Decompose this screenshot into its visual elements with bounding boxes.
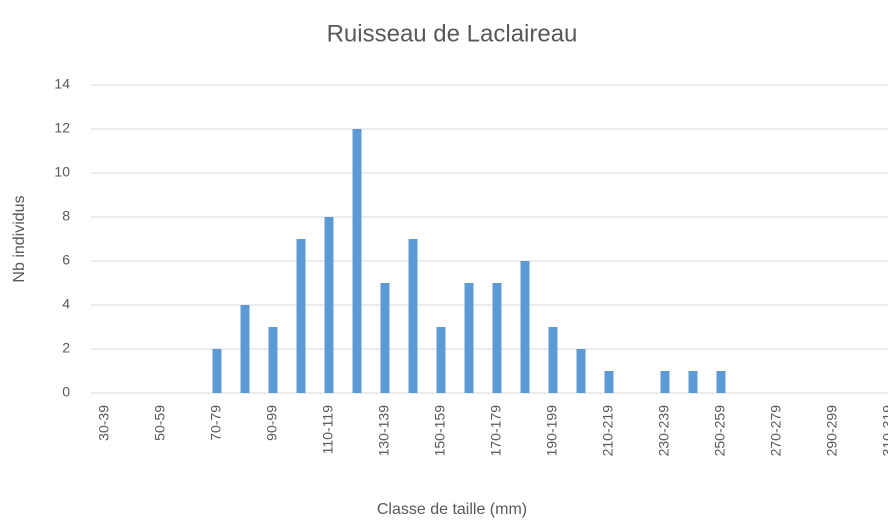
x-tick-label: 150-159 — [432, 405, 448, 457]
x-tick-label: 130-139 — [376, 405, 392, 457]
x-tick-label: 70-79 — [208, 405, 224, 441]
y-tick-label: 4 — [62, 296, 70, 312]
x-tick-label: 190-199 — [544, 405, 560, 457]
bar — [296, 239, 306, 393]
bar — [604, 371, 614, 393]
bar — [716, 371, 726, 393]
bar — [576, 349, 586, 393]
x-tick-label: 250-259 — [712, 405, 728, 457]
x-axis-label: Classe de taille (mm) — [377, 501, 527, 518]
x-tick-label: 210-219 — [600, 405, 616, 457]
bar — [492, 283, 502, 393]
y-tick-label: 8 — [62, 208, 70, 224]
y-tick-label: 12 — [54, 120, 70, 136]
bar — [240, 305, 250, 393]
x-tick-label: 170-179 — [488, 405, 504, 457]
y-tick-label: 2 — [62, 340, 70, 356]
x-tick-label: 30-39 — [96, 405, 112, 441]
bar — [688, 371, 698, 393]
y-tick-label: 14 — [54, 76, 70, 92]
y-tick-label: 0 — [62, 384, 70, 400]
bar — [408, 239, 418, 393]
bar — [660, 371, 670, 393]
bar — [548, 327, 558, 393]
bar — [464, 283, 474, 393]
chart-title: Ruisseau de Laclaireau — [327, 20, 578, 47]
x-tick-label: 290-299 — [824, 405, 840, 457]
bar — [520, 261, 530, 393]
bar — [212, 349, 222, 393]
x-tick-label: 50-59 — [152, 405, 168, 441]
y-axis-label: Nb individus — [11, 195, 28, 282]
y-tick-label: 10 — [54, 164, 70, 180]
bar — [268, 327, 278, 393]
x-tick-label: 310-319 — [880, 405, 888, 457]
x-tick-label: 110-119 — [320, 405, 336, 455]
bar — [352, 129, 362, 393]
x-tick-label: 270-279 — [768, 405, 784, 457]
x-tick-label: 90-99 — [264, 405, 280, 441]
x-tick-label: 230-239 — [656, 405, 672, 457]
y-tick-label: 6 — [62, 252, 70, 268]
bar — [436, 327, 446, 393]
bar — [380, 283, 390, 393]
bar — [324, 217, 334, 393]
